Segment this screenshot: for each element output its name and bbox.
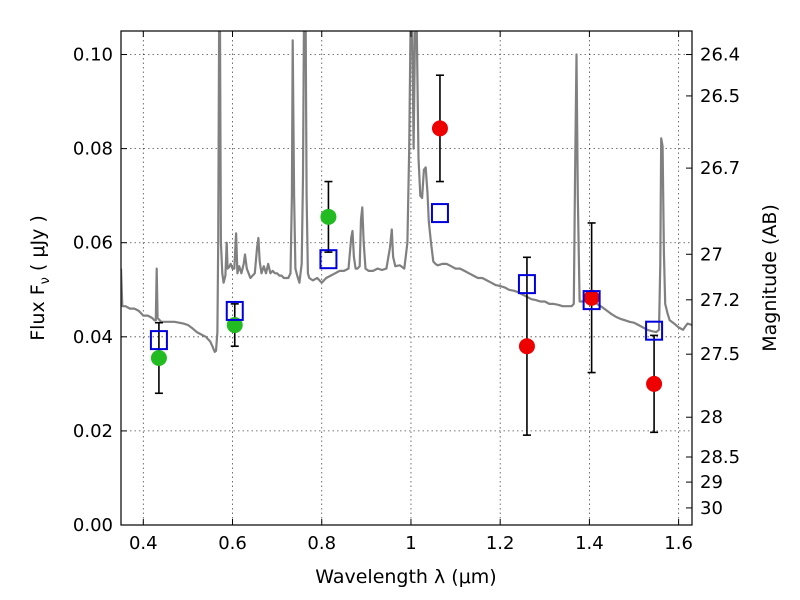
model-photometry-square [517, 274, 536, 295]
y2-axis-label: Magnitude (AB) [759, 204, 781, 352]
model-photometry-square [149, 330, 168, 351]
y-tick-label: 0.02 [73, 421, 113, 442]
y-axis-label: Flux Fν ( μJy ) [27, 215, 53, 341]
y2-tick-label: 26.7 [700, 158, 740, 179]
y2-tick-label: 26.5 [700, 86, 740, 107]
y-axis-label-unit: ( μJy ) [27, 215, 49, 271]
plot-layer [121, 31, 692, 436]
y2-tick-label: 26.4 [700, 45, 740, 66]
red-data-point [646, 375, 663, 392]
model-photometry-square [582, 290, 601, 311]
y-tick-label: 0.08 [73, 139, 113, 160]
y2-tick-label: 27 [700, 244, 723, 265]
x-tick-label: 1.4 [575, 533, 604, 554]
model-photometry-square [645, 320, 664, 341]
axis-layer: 0.4 0.6 0.8 1 1.2 1.4 1.6 0.00 0.02 0.04 0.06 0.08 0… [73, 31, 740, 554]
x-tick-label: 1.6 [664, 533, 693, 554]
y-tick-label: 0.06 [73, 233, 113, 254]
x-tick-label: 1 [405, 533, 416, 554]
plot-frame [120, 30, 693, 526]
y-tick-label: 0.10 [73, 45, 113, 66]
x-tick-label: 1.2 [486, 533, 515, 554]
y2-tick-label: 27.5 [700, 344, 740, 365]
y-axis-label-main: Flux F [27, 284, 49, 340]
y2-tick-label: 30 [700, 498, 723, 519]
red-data-point [518, 338, 535, 355]
x-tick-label: 0.8 [307, 533, 336, 554]
grid-layer [121, 31, 692, 526]
y-axis-label-subscript: ν [38, 277, 53, 284]
green-data-point [150, 349, 167, 366]
x-tick-label: 0.4 [129, 533, 158, 554]
red-data-point [583, 289, 600, 306]
x-axis-label: Wavelength λ (μm) [315, 566, 496, 588]
y2-tick-label: 29 [700, 472, 723, 493]
model-photometry-square [225, 300, 244, 321]
green-data-point [226, 317, 243, 334]
x-tick-label: 0.6 [218, 533, 247, 554]
y2-tick-label: 28 [700, 407, 723, 428]
y2-tick-label: 27.2 [700, 290, 740, 311]
y2-tick-label: 28.5 [700, 447, 740, 468]
model-photometry-square [319, 249, 338, 270]
y-tick-label: 0.00 [73, 515, 113, 536]
green-data-point [320, 208, 337, 225]
model-photometry-square [430, 203, 449, 224]
model-spectrum-line [121, 31, 692, 353]
y-tick-label: 0.04 [73, 327, 113, 348]
red-data-point [431, 120, 448, 137]
